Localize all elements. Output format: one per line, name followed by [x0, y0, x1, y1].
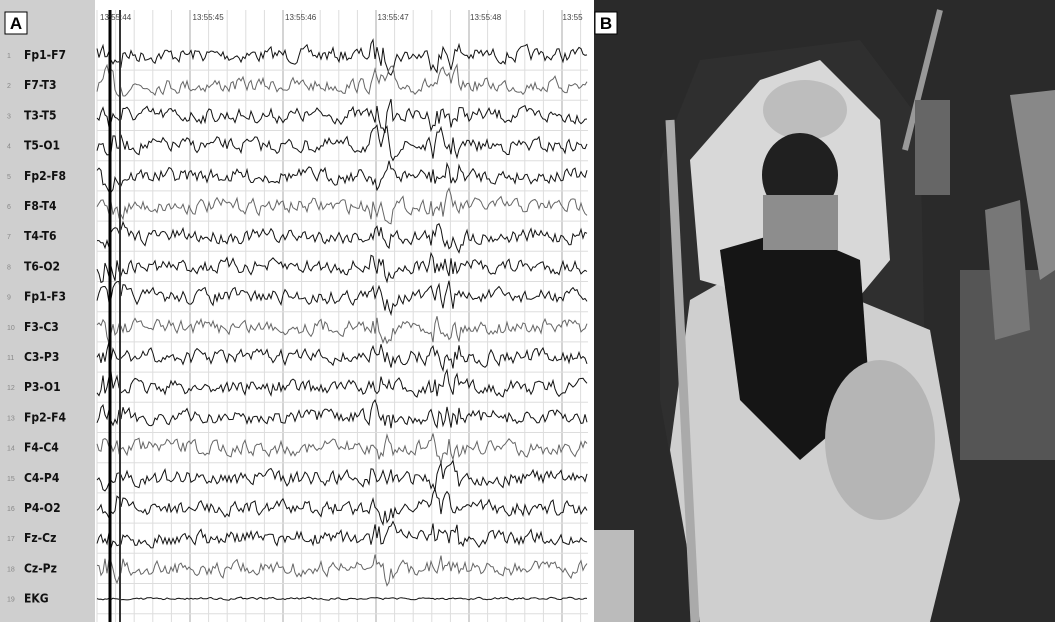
- eeg-trace: [96, 520, 588, 549]
- channel-number: 1: [7, 53, 11, 60]
- chair-back: [985, 200, 1030, 340]
- iv-pole: [902, 9, 943, 151]
- panel-label: B: [600, 14, 612, 33]
- channel-label: Cz-Pz: [24, 561, 57, 575]
- channel-number: 9: [7, 295, 11, 302]
- channel-number: 12: [7, 385, 15, 392]
- eeg-trace: [96, 187, 588, 225]
- channel-number: 19: [7, 597, 15, 604]
- eeg-trace: [96, 368, 588, 398]
- channel-label: P3-O1: [24, 380, 61, 394]
- eeg-traces: [96, 10, 588, 622]
- table: [1010, 90, 1055, 280]
- eeg-trace: [96, 124, 588, 162]
- timestamp: 13:55: [563, 13, 584, 22]
- panel-label-box: [594, 11, 618, 35]
- channel-label: C3-P3: [24, 350, 59, 364]
- channel-label: P4-O2: [24, 501, 61, 515]
- channel-label: F7-T3: [24, 78, 56, 92]
- eeg-trace: [96, 160, 588, 193]
- channel-label: F3-C3: [24, 320, 59, 334]
- channel-number: 6: [7, 204, 11, 211]
- eeg-trace: [96, 432, 588, 464]
- panel-label-box: [4, 11, 28, 35]
- timestamp: 13:55:44: [100, 13, 132, 22]
- channel-number: 14: [7, 446, 15, 453]
- monitor: [915, 100, 950, 195]
- channel-label: C4-P4: [24, 471, 60, 485]
- eeg-trace: [96, 596, 588, 601]
- eeg-trace: [96, 316, 588, 345]
- channel-number: 5: [7, 174, 11, 181]
- eeg-trace: [96, 487, 588, 527]
- channel-number: 7: [7, 234, 11, 241]
- channel-number: 13: [7, 415, 15, 422]
- edge-object: [594, 530, 634, 622]
- channel-label: Fp1-F7: [24, 48, 66, 62]
- eeg-trace: [96, 38, 588, 76]
- timestamps: 13:55:44 13:55:45 13:55:46 13:55:47 13:55:48…: [100, 13, 583, 22]
- channel-label: T4-T6: [24, 229, 56, 243]
- channel-number: 16: [7, 506, 15, 513]
- eeg-trace: [96, 459, 588, 492]
- timestamp: 13:55:45: [193, 13, 225, 22]
- arms: [763, 80, 847, 140]
- channel-number: 15: [7, 476, 15, 483]
- channel-label: T3-T5: [24, 108, 56, 122]
- channel-labels: 1 Fp1-F7 2 F7-T3 3 T3-T5 4 T5-O1 5 Fp2-F8 6 F8-T4 7 T…: [7, 48, 66, 606]
- bed-rail: [665, 119, 700, 622]
- eeg-trace: [96, 399, 588, 429]
- channel-label: EKG: [24, 592, 49, 606]
- channel-label: Fp2-F8: [24, 169, 66, 183]
- channel-label: F4-C4: [24, 441, 59, 455]
- eeg-trace: [96, 341, 588, 373]
- channel-label: Fp1-F3: [24, 290, 66, 304]
- eeg-trace: [96, 63, 588, 98]
- channel-number: 3: [7, 113, 11, 120]
- timestamp: 13:55:48: [470, 13, 502, 22]
- panel-label: A: [10, 14, 22, 33]
- eeg-trace: [96, 98, 588, 134]
- channel-column: [0, 0, 95, 622]
- channel-number: 11: [7, 355, 14, 362]
- timestamp: 13:55:46: [285, 13, 317, 22]
- channel-number: 18: [7, 566, 15, 573]
- timestamp: 13:55:47: [378, 13, 410, 22]
- eeg-trace: [97, 220, 588, 254]
- channel-label: F8-T4: [24, 199, 57, 213]
- eeg-trace: [96, 280, 588, 317]
- grid: [96, 10, 588, 622]
- panel-a: [0, 0, 590, 622]
- channel-label: Fp2-F4: [24, 410, 66, 424]
- eeg-trace: [96, 554, 588, 587]
- channel-number: 17: [7, 536, 15, 543]
- channel-number: 8: [7, 264, 11, 271]
- channel-number: 2: [7, 83, 11, 90]
- channel-label: T5-O1: [24, 139, 60, 153]
- face-mask: [763, 195, 838, 250]
- channel-label: Fz-Cz: [24, 531, 56, 545]
- panel-b-photo: [594, 0, 1055, 622]
- legs: [825, 360, 935, 520]
- channel-number: 4: [7, 144, 11, 151]
- eeg-trace: [96, 251, 588, 284]
- channel-label: T6-O2: [24, 259, 60, 273]
- channel-number: 10: [7, 325, 15, 332]
